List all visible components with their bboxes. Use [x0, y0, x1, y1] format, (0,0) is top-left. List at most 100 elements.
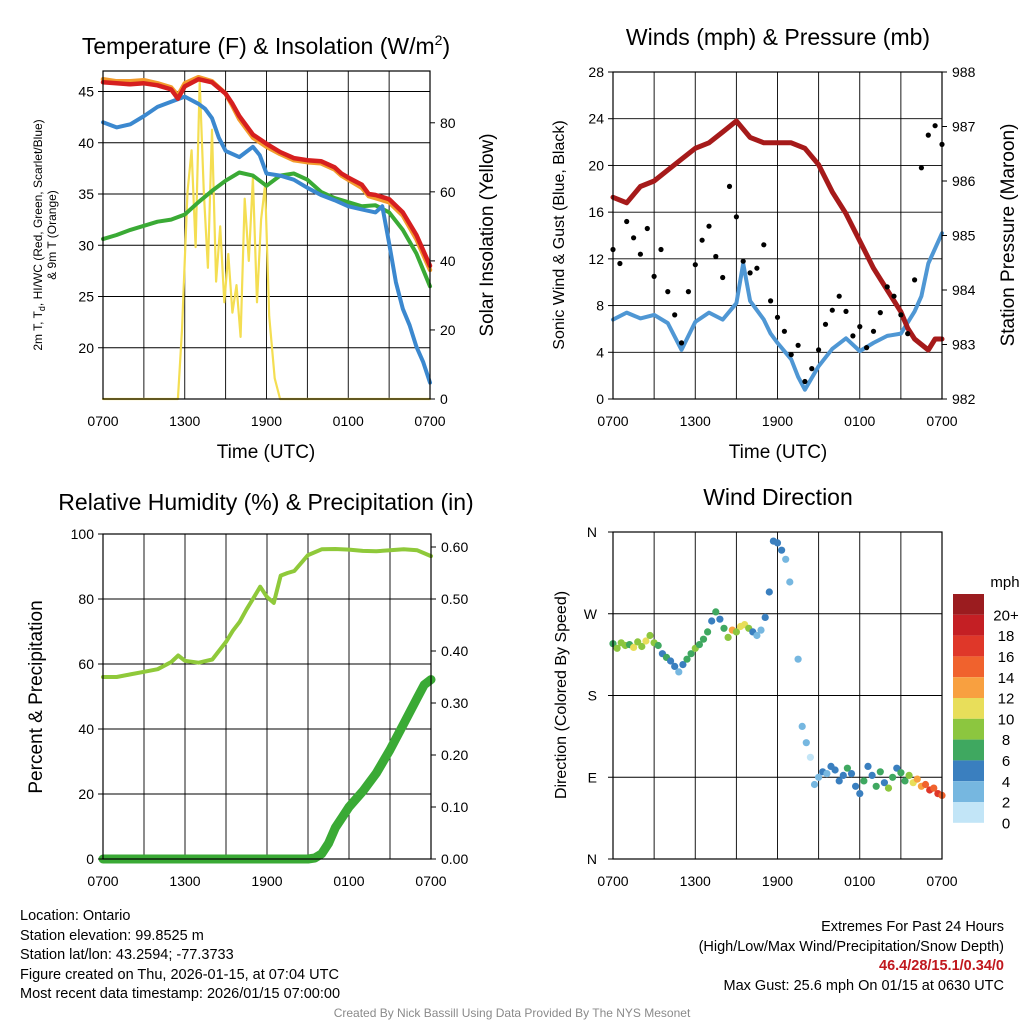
- pressure-y2-tick-label: 984: [952, 282, 976, 298]
- gust-point: [637, 251, 644, 257]
- direction-point: [806, 753, 815, 761]
- gust-point: [768, 298, 774, 304]
- humidity-title: Relative Humidity (%) & Precipitation (i…: [58, 489, 473, 515]
- humidity-x-tick-label: 0700: [415, 873, 446, 889]
- direction-point: [704, 628, 712, 636]
- gust-point: [836, 293, 842, 299]
- direction-point: [782, 555, 790, 563]
- direction-point: [921, 780, 930, 789]
- temperature-x-tick-label: 0100: [333, 413, 364, 429]
- legend-swatch: [953, 698, 984, 719]
- gust-point: [747, 270, 753, 276]
- gust-point: [754, 265, 760, 271]
- humidity-y-tick-label: 0: [86, 851, 94, 867]
- gust-point: [905, 331, 911, 337]
- gust-point: [685, 289, 692, 295]
- gust-point: [884, 284, 890, 290]
- direction-gridlines: [613, 531, 942, 860]
- gust-point: [726, 183, 733, 189]
- direction-point: [708, 617, 716, 625]
- direction-point: [716, 615, 724, 623]
- solar-y2-tick-label: 20: [440, 322, 456, 338]
- direction-point: [847, 770, 856, 778]
- temperature-x-tick-label: 0700: [414, 413, 445, 429]
- gust-point: [713, 253, 719, 260]
- legend-label: 12: [998, 691, 1015, 708]
- winds-y-tick-label: 4: [596, 344, 604, 360]
- winds-ylabel: Sonic Wind & Gust (Blue, Black): [551, 120, 568, 349]
- direction-x-tick-label: 0100: [844, 873, 875, 889]
- max-gust: Max Gust: 25.6 mph On 01/15 at 0630 UTC: [723, 977, 1004, 994]
- direction-point: [889, 773, 897, 781]
- extremes-values: 46.4/28/15.1/0.34/0: [879, 958, 1004, 975]
- temperature-x-tick-label: 1900: [251, 413, 282, 429]
- direction-point: [778, 546, 786, 554]
- direction-point: [810, 780, 819, 789]
- gust-point: [665, 289, 671, 295]
- direction-point: [667, 657, 675, 665]
- gust-point: [925, 132, 931, 138]
- direction-point: [753, 631, 761, 640]
- gust-point: [898, 312, 904, 318]
- gust-point: [617, 260, 623, 267]
- gust-point: [706, 223, 712, 229]
- gust-point: [631, 235, 637, 241]
- direction-point: [872, 782, 880, 790]
- gust-point: [740, 258, 746, 264]
- direction-point: [868, 771, 876, 780]
- humidity-ylabel: Percent & Precipitation: [26, 600, 47, 793]
- gust-point: [699, 237, 705, 243]
- direction-point: [823, 770, 831, 778]
- gust-point: [692, 262, 698, 268]
- solar-y2label: Solar Insolation (Yellow): [477, 133, 498, 336]
- direction-point: [880, 779, 889, 787]
- direction-point: [732, 628, 741, 636]
- humidity-y-tick-label: 20: [78, 786, 94, 802]
- legend-label: 0: [1002, 815, 1010, 832]
- winds-panel: Winds (mph) & Pressure (mb) 0 4 8 12 16 20 24 2…: [551, 24, 1019, 463]
- pressure-y2-tick-label: 986: [952, 173, 976, 189]
- gust-point: [877, 310, 883, 316]
- direction-point: [786, 578, 794, 586]
- precip-y2-tick-label: 0.20: [441, 747, 468, 763]
- extremes-subtitle: (High/Low/Max Wind/Precipitation/Snow De…: [698, 938, 1004, 955]
- legend-label: 2: [1002, 795, 1010, 812]
- direction-point: [798, 722, 806, 731]
- solar-y2-tick-label: 40: [440, 253, 456, 269]
- winds-title: Winds (mph) & Pressure (mb): [626, 24, 930, 50]
- humidity-panel: Relative Humidity (%) & Precipitation (i…: [26, 489, 474, 889]
- winds-x-tick-label: 1900: [762, 413, 793, 429]
- direction-x-tick-label: 1300: [680, 873, 711, 889]
- direction-point: [930, 784, 938, 792]
- pressure-y2-tick-label: 985: [952, 228, 976, 244]
- windchill-line: [101, 94, 432, 385]
- winds-axes: 0 4 8 12 16 20 24 28 982 983 984 985 986 987 988 0700 13…: [588, 64, 975, 429]
- humidity-y-tick-label: 40: [78, 721, 94, 737]
- winds-y-tick-label: 20: [588, 157, 604, 173]
- direction-point: [839, 771, 847, 780]
- humidity-x-tick-label: 0100: [333, 873, 364, 889]
- legend-label: 20+: [993, 607, 1019, 624]
- direction-point: [897, 769, 905, 777]
- temperature-x-tick-label: 1300: [169, 413, 200, 429]
- direction-point: [634, 638, 642, 646]
- direction-ylabel: Direction (Colored By Speed): [553, 591, 570, 799]
- temperature-y-tick-label: 45: [78, 84, 94, 100]
- humidity-x-tick-label: 1300: [169, 873, 200, 889]
- pressure-y2-tick-label: 982: [952, 391, 976, 407]
- direction-point: [905, 771, 913, 780]
- gust-point: [870, 328, 877, 334]
- humidity-axes: 0 20 40 60 80 100 0.00 0.10 0.20 0.30 0.40 0.50 0.60…: [71, 526, 469, 889]
- direction-point: [646, 631, 654, 640]
- direction-point: [699, 635, 708, 643]
- gust-point: [918, 165, 925, 171]
- extremes-title: Extremes For Past 24 Hours: [821, 919, 1004, 935]
- direction-point: [687, 650, 695, 658]
- gust-point: [651, 273, 657, 279]
- gust-point: [932, 123, 938, 129]
- humidity-y-tick-label: 60: [78, 656, 94, 672]
- direction-point: [856, 790, 864, 798]
- figure-created: Figure created on Thu, 2026-01-15, at 07…: [20, 966, 339, 983]
- direction-point: [638, 642, 646, 651]
- gust-point: [802, 378, 808, 385]
